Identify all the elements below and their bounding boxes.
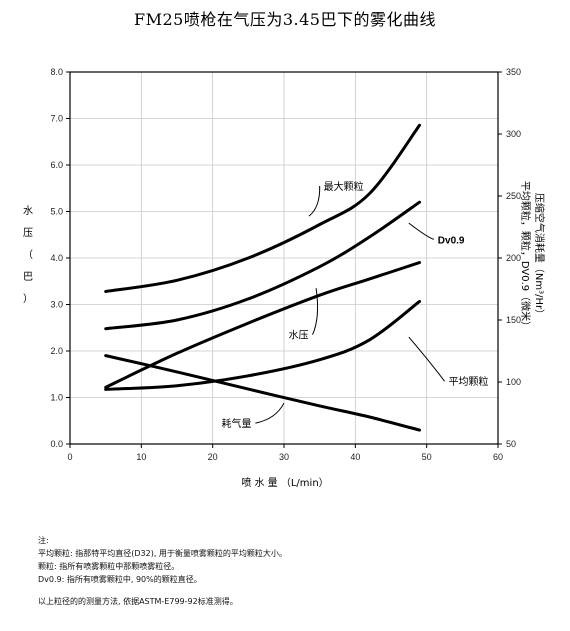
y-right-axis-label-1: 压缩空气消耗量（Nm³/Hr） [533,193,546,319]
callout-leader [408,336,445,382]
x-tick-label: 20 [208,452,218,462]
series-label-1: 最大颗粒 [324,180,364,193]
y-right-tick-label: 350 [506,67,521,77]
series-line-2 [104,200,421,331]
x-tick-label: 10 [136,452,146,462]
y-left-tick-label: 2.0 [50,346,63,356]
y-left-axis-char: ） [23,293,33,305]
callout-leader [408,222,434,240]
y-left-tick-labels: 0.0 1.0 2.0 3.0 4.0 5.0 6.0 7.0 8.0 [50,67,63,449]
y-left-tick-label: 8.0 [50,67,63,77]
y-left-axis-char: 水 [23,205,33,217]
y-right-tick-label: 300 [506,129,521,139]
x-tick-label: 60 [493,452,503,462]
y-left-axis-char: （ [23,249,33,261]
series-lines [104,123,421,432]
series-line-5 [104,354,421,432]
y-right-tick-label: 100 [506,377,521,387]
chart-title: FM25喷枪在气压为3.45巴下的雾化曲线 [134,10,436,29]
y-right-tick-labels: 50 100 150 200 250 300 350 [506,67,521,449]
x-tick-label: 30 [279,452,289,462]
y-left-tick-label: 6.0 [50,160,63,170]
gridlines [70,72,498,444]
notes-heading: 注: [38,536,49,545]
x-axis-label: 喷 水 量 （L/min） [241,477,328,489]
x-tick-labels: 0 10 20 30 40 50 60 [67,452,503,462]
callout-leader [255,402,285,424]
note-line-3: Dv0.9: 指所有喷雾颗粒中, 90%的颗粒直径。 [38,575,202,584]
y-left-axis-char: 巴 [23,271,33,283]
y-left-tick-label: 3.0 [50,300,63,310]
y-left-tick-label: 0.0 [50,439,63,449]
y-left-tick-label: 7.0 [50,114,63,124]
y-right-tick-label: 200 [506,253,521,263]
y-left-tick-label: 4.0 [50,253,63,263]
series-line-1 [104,123,421,293]
series-line-3 [104,261,421,389]
note-line-2: 颗粒: 指所有喷雾颗粒中那颗喷雾粒径。 [38,562,180,571]
note-line-1: 平均颗粒: 指那特平均直径(D32), 用于衡量喷雾颗粒的平均颗粒大小。 [38,549,287,558]
y-left-tick-label: 5.0 [50,207,63,217]
notes-footer: 以上粒径的的测量方法, 依据ASTM-E799-92标准测得。 [38,597,238,606]
y-right-tick-label: 150 [506,315,521,325]
y-right-tick-label: 50 [506,439,516,449]
x-tick-label: 0 [67,452,72,462]
series-label-3: 水压 [289,330,309,342]
callout-leader [308,185,321,217]
y-left-axis-char: 压 [23,227,33,239]
y-right-tick-label: 250 [506,191,521,201]
series-line-4 [104,299,421,391]
series-label-5: 耗气量 [221,417,251,430]
y-left-tick-label: 1.0 [50,393,63,403]
series-label-4: 平均颗粒 [449,375,489,388]
notes-block: 注: 平均颗粒: 指那特平均直径(D32), 用于衡量喷雾颗粒的平均颗粒大小。 … [38,534,558,608]
callout-leader [312,288,319,335]
series-label-2: Dv0.9 [438,235,465,246]
x-tick-label: 40 [350,452,360,462]
y-left-axis-label: 水压 （ 巴 ） [23,205,33,305]
y-right-axis-label-2: 平均颗粒，颗粒，DV0.9（微米） [519,181,532,331]
plot-frame [66,71,502,448]
x-tick-label: 50 [422,452,432,462]
